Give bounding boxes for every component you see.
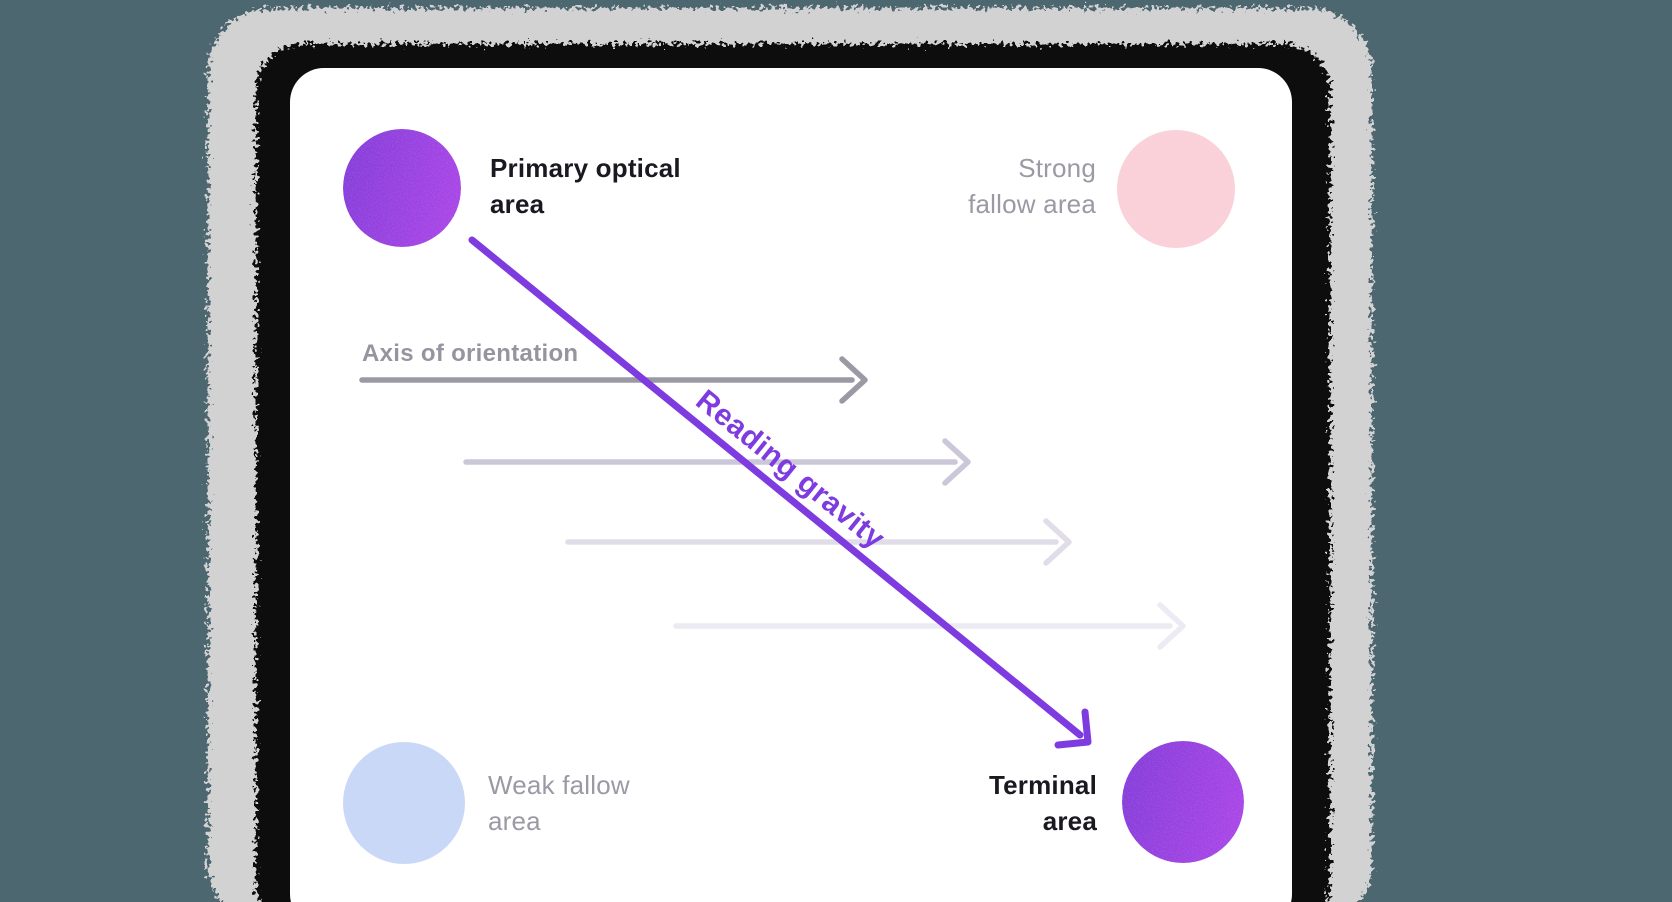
strong-fallow-area-label: Strong fallow area — [968, 150, 1096, 222]
terminal-circle — [1122, 741, 1244, 863]
label-line: Strong — [1018, 153, 1096, 183]
primary-optical-area-label: Primary optical area — [490, 150, 681, 222]
terminal-area-label: Terminal area — [989, 767, 1097, 839]
weak-fallow-area-label: Weak fallow area — [488, 767, 630, 839]
reading-gravity-arrow — [468, 236, 1092, 749]
label-line: Terminal — [988, 770, 1097, 800]
label-line: area — [488, 806, 541, 836]
axis-arrow-4 — [673, 602, 1186, 650]
axis-arrow-2 — [463, 438, 971, 486]
primary-optical-circle — [343, 129, 461, 247]
weak-fallow-circle — [343, 742, 465, 864]
label-line: Primary optical — [490, 153, 681, 183]
strong-fallow-circle — [1117, 130, 1235, 248]
label-line: Weak fallow — [488, 770, 630, 800]
axis-arrow-3 — [565, 518, 1072, 566]
label-line: area — [490, 189, 545, 219]
axis-of-orientation-label: Axis of orientation — [362, 340, 579, 367]
label-line: fallow area — [968, 189, 1096, 219]
axis-arrow-1 — [359, 356, 868, 404]
label-line: area — [1042, 806, 1097, 836]
